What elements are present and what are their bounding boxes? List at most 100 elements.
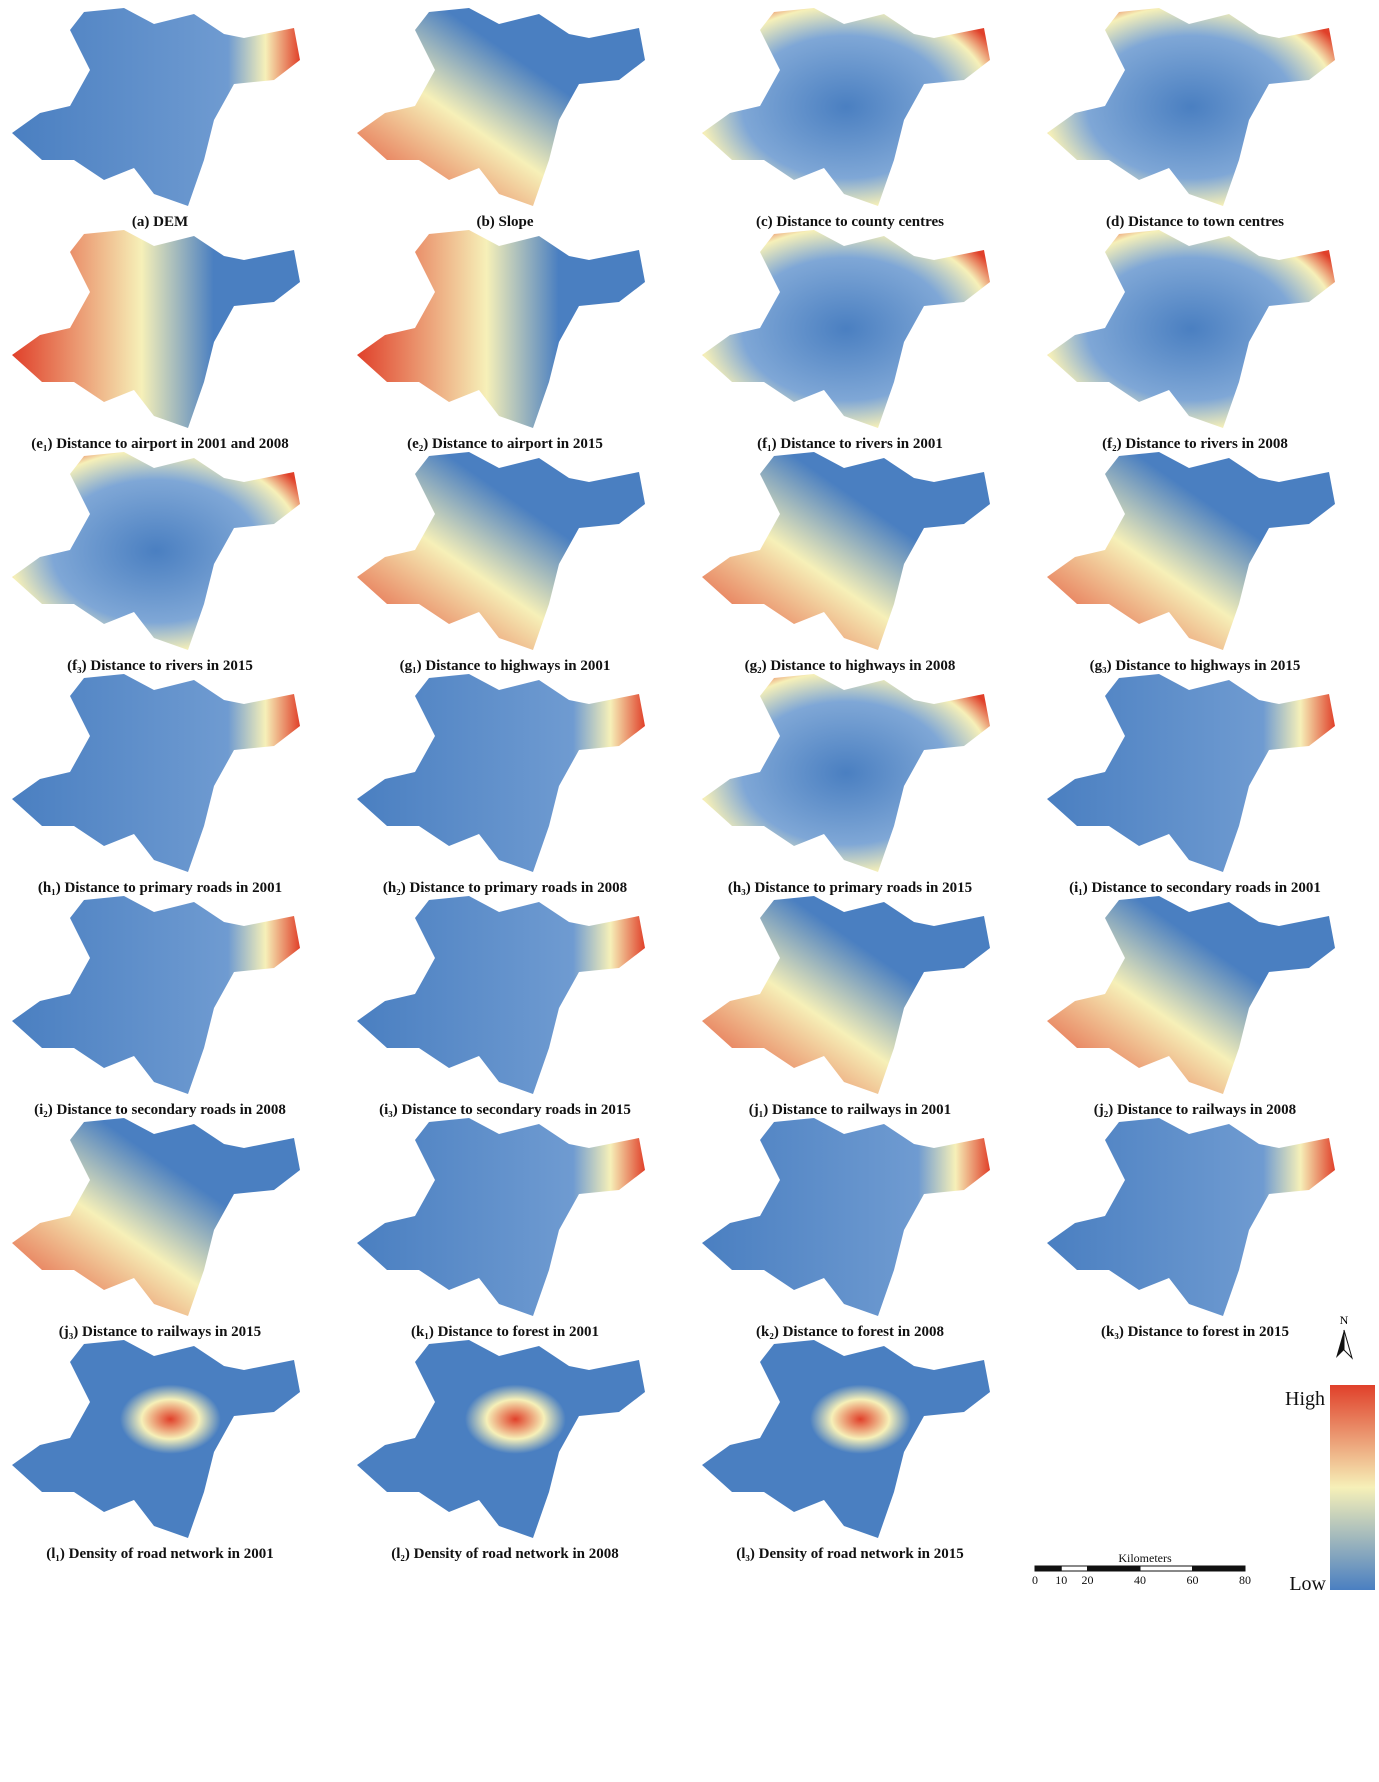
north-label: N bbox=[1340, 1313, 1349, 1327]
caption: (g₁) Distance to highways in 2001 bbox=[400, 658, 611, 674]
scale-tick: 10 bbox=[1055, 1573, 1067, 1587]
scale-tick: 80 bbox=[1239, 1573, 1251, 1587]
map-panel: (f₃) Distance to rivers in 2015 bbox=[12, 452, 300, 674]
caption: (h₃) Distance to primary roads in 2015 bbox=[728, 880, 972, 896]
map-panel: (h₃) Distance to primary roads in 2015 bbox=[702, 674, 990, 896]
map bbox=[12, 674, 300, 872]
map-panel: (f₂) Distance to rivers in 2008 bbox=[1047, 230, 1335, 452]
map-panel: (i₁) Distance to secondary roads in 2001 bbox=[1047, 674, 1335, 896]
map bbox=[357, 452, 645, 650]
map bbox=[702, 1340, 990, 1538]
map-panel: (k₃) Distance to forest in 2015 bbox=[1047, 1118, 1335, 1340]
scale-tick: 60 bbox=[1187, 1573, 1199, 1587]
map-panel: (l₁) Density of road network in 2001 bbox=[12, 1340, 300, 1562]
caption: (k₃) Distance to forest in 2015 bbox=[1101, 1324, 1289, 1340]
map bbox=[1047, 674, 1335, 872]
map-panel: (j₁) Distance to railways in 2001 bbox=[702, 896, 990, 1118]
map bbox=[702, 674, 990, 872]
map bbox=[12, 896, 300, 1094]
caption: (e₁) Distance to airport in 2001 and 200… bbox=[31, 436, 288, 452]
map bbox=[12, 452, 300, 650]
map-panel: (a) DEM bbox=[12, 8, 300, 230]
scale-segment bbox=[1140, 1566, 1193, 1571]
map-panel: (h₂) Distance to primary roads in 2008 bbox=[357, 674, 645, 896]
map-panel: (l₃) Density of road network in 2015 bbox=[702, 1340, 990, 1562]
caption: (h₂) Distance to primary roads in 2008 bbox=[383, 880, 627, 896]
map bbox=[1047, 230, 1335, 428]
map-panel: (e₁) Distance to airport in 2001 and 200… bbox=[12, 230, 300, 452]
map-panel: (i₃) Distance to secondary roads in 2015 bbox=[357, 896, 645, 1118]
scale-segment bbox=[1035, 1566, 1061, 1571]
scale-tick: 0 bbox=[1032, 1573, 1038, 1587]
caption: (g₃) Distance to highways in 2015 bbox=[1090, 658, 1301, 674]
caption: (j₂) Distance to railways in 2008 bbox=[1094, 1102, 1296, 1118]
map-panel: (f₁) Distance to rivers in 2001 bbox=[702, 230, 990, 452]
map-panel: (g₃) Distance to highways in 2015 bbox=[1047, 452, 1335, 674]
figure: (a) DEM (b) Slope (c) Distance to county c… bbox=[0, 0, 1379, 1782]
map bbox=[12, 1340, 300, 1538]
north-arrow: N bbox=[1336, 1313, 1352, 1358]
map bbox=[702, 230, 990, 428]
caption: (j₃) Distance to railways in 2015 bbox=[59, 1324, 261, 1340]
map-panel: (l₂) Density of road network in 2008 bbox=[357, 1340, 645, 1562]
map bbox=[1047, 452, 1335, 650]
panels: (a) DEM (b) Slope (c) Distance to county c… bbox=[12, 8, 1335, 1562]
map-panel: (c) Distance to county centres bbox=[702, 8, 990, 230]
caption: (g₂) Distance to highways in 2008 bbox=[745, 658, 956, 674]
map bbox=[12, 8, 300, 206]
map bbox=[357, 230, 645, 428]
legend-bar bbox=[1330, 1385, 1375, 1590]
map-panel: (j₃) Distance to railways in 2015 bbox=[12, 1118, 300, 1340]
map-panel: (j₂) Distance to railways in 2008 bbox=[1047, 896, 1335, 1118]
caption: (f₁) Distance to rivers in 2001 bbox=[757, 436, 943, 452]
scale-segment bbox=[1088, 1566, 1141, 1571]
caption: (c) Distance to county centres bbox=[756, 214, 944, 230]
map-panel: (g₁) Distance to highways in 2001 bbox=[357, 452, 645, 674]
caption: (i₃) Distance to secondary roads in 2015 bbox=[379, 1102, 631, 1118]
map bbox=[702, 8, 990, 206]
scale-segment bbox=[1193, 1566, 1246, 1571]
map-panel: (e₂) Distance to airport in 2015 bbox=[357, 230, 645, 452]
caption: (j₁) Distance to railways in 2001 bbox=[749, 1102, 951, 1118]
caption: (k₁) Distance to forest in 2001 bbox=[411, 1324, 599, 1340]
caption: (i₁) Distance to secondary roads in 2001 bbox=[1069, 880, 1321, 896]
map-panel: (k₁) Distance to forest in 2001 bbox=[357, 1118, 645, 1340]
caption: (i₂) Distance to secondary roads in 2008 bbox=[34, 1102, 286, 1118]
map bbox=[357, 674, 645, 872]
map bbox=[702, 452, 990, 650]
caption: (f₂) Distance to rivers in 2008 bbox=[1102, 436, 1288, 452]
map bbox=[1047, 8, 1335, 206]
map bbox=[1047, 896, 1335, 1094]
map-panel: (g₂) Distance to highways in 2008 bbox=[702, 452, 990, 674]
map bbox=[12, 1118, 300, 1316]
caption: (k₂) Distance to forest in 2008 bbox=[756, 1324, 944, 1340]
scale-tick: 20 bbox=[1082, 1573, 1094, 1587]
caption: (l₁) Density of road network in 2001 bbox=[46, 1546, 274, 1562]
caption: (l₂) Density of road network in 2008 bbox=[391, 1546, 619, 1562]
map bbox=[12, 230, 300, 428]
caption: (a) DEM bbox=[132, 214, 188, 230]
caption: (e₂) Distance to airport in 2015 bbox=[407, 436, 603, 452]
map-panel: (k₂) Distance to forest in 2008 bbox=[702, 1118, 990, 1340]
map-panel: (d) Distance to town centres bbox=[1047, 8, 1335, 230]
caption: (f₃) Distance to rivers in 2015 bbox=[67, 658, 253, 674]
map bbox=[357, 8, 645, 206]
caption: (b) Slope bbox=[476, 214, 533, 230]
caption: (l₃) Density of road network in 2015 bbox=[736, 1546, 964, 1562]
map bbox=[357, 896, 645, 1094]
caption: (d) Distance to town centres bbox=[1106, 214, 1284, 230]
scale-bar: Kilometers 0 10 20 40 60 80 bbox=[1032, 1551, 1251, 1587]
scale-segment bbox=[1061, 1566, 1087, 1571]
map bbox=[357, 1340, 645, 1538]
caption: (h₁) Distance to primary roads in 2001 bbox=[38, 880, 282, 896]
legend-low: Low bbox=[1289, 1573, 1326, 1595]
scale-title: Kilometers bbox=[1118, 1551, 1172, 1565]
map bbox=[1047, 1118, 1335, 1316]
map-panel: (h₁) Distance to primary roads in 2001 bbox=[12, 674, 300, 896]
map bbox=[702, 896, 990, 1094]
map bbox=[357, 1118, 645, 1316]
map-panel: (b) Slope bbox=[357, 8, 645, 230]
map-panel: (i₂) Distance to secondary roads in 2008 bbox=[12, 896, 300, 1118]
scale-tick: 40 bbox=[1134, 1573, 1146, 1587]
map bbox=[702, 1118, 990, 1316]
